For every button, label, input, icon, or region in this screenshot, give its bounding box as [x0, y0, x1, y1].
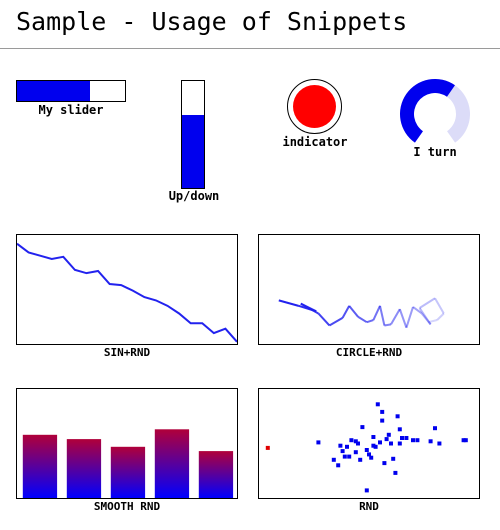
smooth-rnd-bar — [198, 451, 234, 498]
rnd-point — [393, 470, 398, 475]
circle-rnd-chart — [258, 234, 480, 345]
circle-rnd-segment — [357, 315, 368, 324]
rnd-point — [397, 441, 402, 446]
rnd-point — [340, 449, 345, 454]
rnd-point — [437, 441, 442, 446]
circle-rnd-segment — [341, 305, 351, 319]
rnd-point — [364, 488, 369, 493]
my-slider-label: My slider — [38, 103, 104, 117]
circle-rnd-segment — [366, 319, 374, 324]
rnd-point — [358, 457, 363, 462]
sin-rnd-chart — [16, 234, 238, 345]
my-slider[interactable] — [16, 80, 126, 102]
sin-rnd-label: SIN+RND — [103, 346, 151, 359]
indicator-light — [293, 85, 336, 128]
rnd-point — [389, 441, 393, 446]
rnd-point — [345, 444, 349, 449]
circle-rnd-segment — [421, 312, 432, 326]
circle-rnd-segment — [436, 312, 445, 321]
turn-knob-fill — [400, 79, 455, 143]
rnd-point — [386, 432, 391, 437]
rnd-point — [382, 461, 387, 466]
circle-rnd-segment — [317, 312, 331, 327]
rnd-point — [404, 436, 409, 440]
rnd-point — [367, 452, 371, 457]
rnd-point — [342, 454, 347, 459]
rnd-point — [461, 438, 466, 443]
rnd-point — [349, 438, 354, 443]
rnd-point — [397, 427, 402, 432]
circle-rnd-segment — [300, 302, 319, 315]
rnd-point — [433, 426, 437, 431]
rnd-point — [373, 444, 378, 449]
rnd-point — [380, 418, 385, 423]
smooth-rnd-bar — [66, 439, 102, 498]
circle-rnd-segment — [328, 316, 344, 327]
rnd-outlier-point — [265, 445, 270, 450]
circle-rnd-plot — [278, 297, 445, 328]
rnd-point — [428, 439, 433, 444]
rnd-point — [384, 437, 389, 442]
circle-rnd-segment — [434, 297, 445, 314]
indicator-label: indicator — [282, 135, 348, 149]
rnd-point — [400, 436, 404, 440]
circle-rnd-segment — [405, 306, 414, 328]
rnd-point — [331, 457, 336, 462]
rnd-point — [347, 454, 352, 459]
rnd-point — [371, 443, 376, 448]
rnd-label: RND — [359, 500, 379, 513]
circle-rnd-segment — [278, 299, 299, 307]
smooth-rnd-bar — [154, 429, 190, 498]
circle-rnd-segment — [412, 306, 423, 315]
smooth-rnd-chart — [16, 388, 238, 499]
sin-rnd-series-line — [17, 242, 237, 343]
circle-rnd-label: CIRCLE+RND — [335, 346, 403, 359]
circle-rnd-segment — [384, 323, 392, 327]
updown-slider[interactable] — [181, 80, 205, 189]
rnd-plot — [265, 402, 468, 493]
rnd-point — [391, 456, 396, 461]
rnd-point — [353, 450, 358, 455]
circle-rnd-segment — [379, 305, 386, 326]
circle-rnd-segment — [419, 297, 436, 309]
rnd-point — [369, 455, 374, 460]
my-slider-fill — [17, 81, 91, 101]
circle-rnd-segment — [428, 319, 438, 324]
rnd-point — [360, 425, 365, 430]
rnd-point — [395, 414, 400, 419]
rnd-point — [375, 402, 380, 407]
page-title: Sample - Usage of Snippets — [16, 7, 408, 36]
title-divider — [0, 48, 500, 49]
rnd-chart — [258, 388, 480, 499]
rnd-point — [415, 438, 420, 443]
smooth-rnd-label: SMOOTH RND — [93, 500, 161, 513]
sin-rnd-plot — [17, 242, 237, 343]
turn-knob-label: I turn — [413, 145, 457, 159]
updown-slider-fill — [182, 115, 204, 188]
circle-rnd-segment — [372, 305, 381, 321]
turn-knob[interactable] — [400, 79, 470, 149]
rnd-point — [316, 440, 321, 445]
smooth-rnd-plot — [22, 429, 234, 498]
rnd-point — [371, 435, 376, 439]
rnd-point — [380, 409, 385, 414]
indicator-lamp[interactable] — [287, 79, 342, 134]
circle-rnd-segment — [390, 308, 401, 325]
circle-rnd-segment — [418, 307, 432, 325]
circle-rnd-segment — [398, 308, 408, 328]
smooth-rnd-bar — [110, 446, 146, 498]
rnd-point — [338, 443, 343, 448]
rnd-point — [378, 440, 382, 445]
rnd-point — [364, 448, 369, 452]
rnd-point — [356, 441, 360, 446]
rnd-point — [336, 463, 341, 468]
rnd-point — [463, 438, 468, 443]
circle-rnd-segment — [348, 305, 359, 318]
updown-slider-label: Up/down — [168, 189, 220, 203]
rnd-point — [411, 438, 415, 443]
rnd-point — [353, 439, 358, 444]
smooth-rnd-bar — [22, 434, 58, 498]
